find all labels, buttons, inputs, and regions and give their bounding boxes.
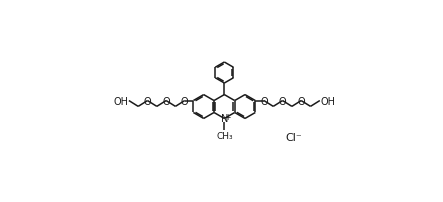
Text: OH: OH bbox=[113, 96, 128, 106]
Text: O: O bbox=[279, 96, 286, 106]
Text: CH₃: CH₃ bbox=[216, 132, 233, 140]
Text: O: O bbox=[162, 96, 170, 106]
Text: Cl⁻: Cl⁻ bbox=[285, 133, 302, 143]
Text: +: + bbox=[224, 112, 230, 121]
Text: N: N bbox=[221, 114, 228, 124]
Text: O: O bbox=[260, 96, 268, 106]
Text: O: O bbox=[144, 96, 152, 106]
Text: O: O bbox=[297, 96, 305, 106]
Text: O: O bbox=[181, 96, 189, 106]
Text: OH: OH bbox=[321, 96, 336, 106]
